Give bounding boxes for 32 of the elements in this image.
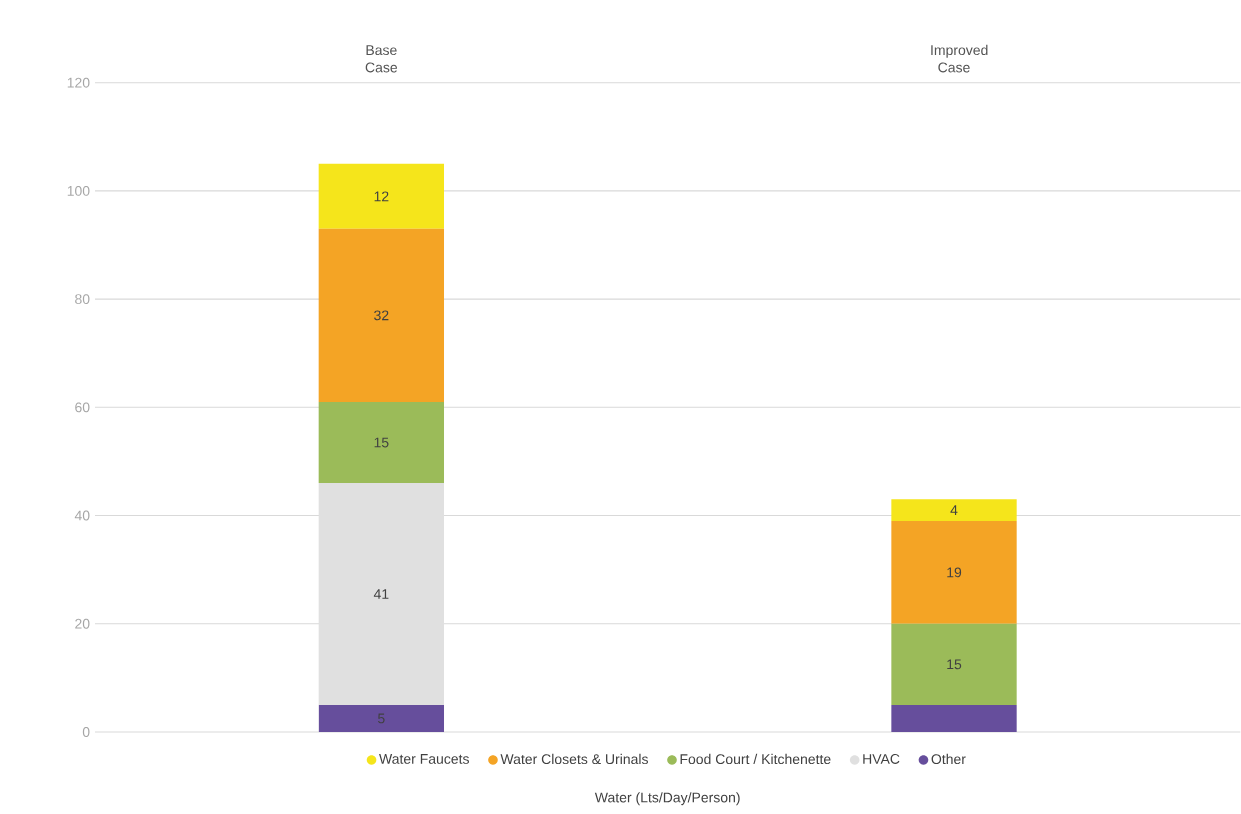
bar bbox=[891, 704, 1017, 732]
data-label: 12 bbox=[374, 191, 389, 202]
bar bbox=[891, 499, 1017, 521]
data-label: 15 bbox=[947, 659, 962, 670]
legend-label: Water Closets & Urinals bbox=[500, 753, 648, 765]
x-axis-title: Water (Lts/Day/Person) bbox=[594, 792, 740, 806]
data-label: 19 bbox=[947, 567, 962, 578]
y-tick-label: 120 bbox=[67, 77, 90, 88]
data-label: 4 bbox=[950, 505, 958, 515]
legend-label: Water Faucets bbox=[379, 754, 469, 764]
y-tick-label: 80 bbox=[75, 294, 90, 305]
legend-label: Other bbox=[931, 753, 966, 765]
legend-label: Food Court / Kitchenette bbox=[680, 753, 831, 765]
data-label: 5 bbox=[378, 713, 385, 724]
bar bbox=[891, 623, 1017, 705]
bar bbox=[891, 520, 1017, 624]
y-tick-label: 40 bbox=[74, 510, 90, 521]
bar bbox=[318, 401, 445, 484]
y-tick-label: 0 bbox=[82, 727, 90, 737]
legend-label: HVAC bbox=[863, 754, 900, 764]
data-label: 41 bbox=[373, 589, 389, 599]
x-tick-label: Base Case bbox=[365, 45, 398, 73]
bar bbox=[318, 483, 445, 705]
y-tick-label: 60 bbox=[75, 402, 90, 413]
data-label: 32 bbox=[374, 310, 389, 321]
y-tick-label: 100 bbox=[67, 185, 90, 196]
bar bbox=[318, 228, 445, 402]
y-tick-label: 20 bbox=[75, 618, 90, 629]
bar bbox=[318, 704, 445, 732]
x-tick-label: Improved Case bbox=[931, 44, 988, 73]
bar bbox=[318, 163, 445, 229]
data-label: 15 bbox=[374, 437, 389, 448]
